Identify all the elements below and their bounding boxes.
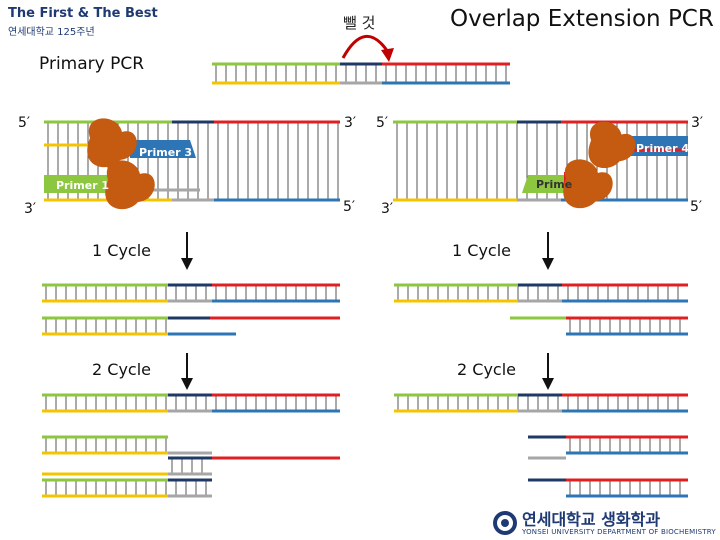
arrow-down-icon: [181, 378, 193, 390]
end-label-3prime: 3′: [691, 115, 704, 131]
end-label-3prime: 3′: [24, 201, 37, 217]
polymerase-blob-icon: [105, 160, 155, 210]
cycle-2-label-right: 2 Cycle: [457, 360, 516, 379]
university-logo-top: The First & The Best 연세대학교 125주년: [8, 6, 158, 38]
primer-2-label: Prime: [536, 178, 573, 191]
department-name-english: YONSEI UNIVERSITY DEPARTMENT OF BIOCHEMI…: [522, 528, 716, 536]
primer-4-label: Primer 4: [636, 142, 690, 155]
end-label-5prime: 5′: [376, 115, 389, 131]
remove-label: 뺄 것: [343, 14, 376, 32]
section-label-primary-pcr: Primary PCR: [39, 54, 145, 74]
primer-3-label: Primer 3: [139, 146, 193, 159]
primer-1-label: Primer 1: [56, 179, 110, 192]
arrow-down-icon: [542, 378, 554, 390]
primer-3-shape: [130, 140, 196, 158]
arrow-down-icon: [181, 258, 193, 270]
logo-slogan: The First & The Best: [8, 6, 158, 21]
polymerase-blob-icon: [563, 159, 613, 209]
department-logo: 연세대학교 생화학과 YONSEI UNIVERSITY DEPARTMENT …: [492, 506, 716, 540]
curved-arrow-head: [381, 48, 394, 62]
department-name-korean: 연세대학교 생화학과: [522, 510, 661, 529]
polymerase-blob-icon: [87, 118, 137, 168]
end-label-5prime: 5′: [18, 115, 31, 131]
end-label-5prime: 5′: [690, 199, 703, 215]
arrow-down-icon: [542, 258, 554, 270]
polymerase-blob-icon: [588, 121, 636, 169]
end-label-3prime: 3′: [344, 115, 357, 131]
cycle-1-label-left: 1 Cycle: [92, 241, 151, 260]
end-label-5prime: 5′: [343, 199, 356, 215]
cycle-2-label-left: 2 Cycle: [92, 360, 151, 379]
cycle-1-label-right: 1 Cycle: [452, 241, 511, 260]
yonsei-seal-icon: [493, 511, 517, 535]
end-label-3prime: 3′: [381, 201, 394, 217]
page-title: Overlap Extension PCR: [450, 6, 714, 32]
logo-anniversary: 연세대학교 125주년: [8, 27, 95, 38]
curved-arrow-icon: [341, 34, 390, 59]
